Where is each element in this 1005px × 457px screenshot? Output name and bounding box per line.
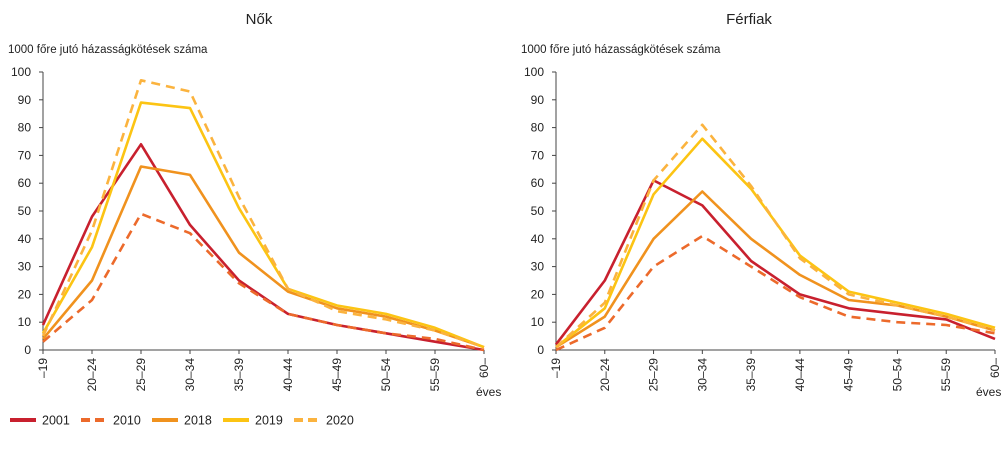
legend-label-2020: 2020 (326, 414, 354, 428)
x-tick-label: –19 (549, 358, 563, 378)
series-line-women-2018 (42, 165, 485, 349)
x-tick-label: 20–24 (85, 358, 99, 392)
x-tick-label: 35–39 (232, 358, 246, 392)
x-tick-label: 20–24 (598, 358, 612, 392)
y-tick-label: 30 (18, 260, 32, 274)
series-line-men-2001 (554, 179, 996, 346)
y-tick-label: 90 (18, 93, 32, 107)
y-tick-label: 70 (531, 148, 545, 162)
y-tick-label: 20 (18, 287, 32, 301)
series-line-women-2001 (41, 143, 485, 352)
x-tick-label: 50–54 (379, 358, 393, 392)
series-line-women-2020 (41, 79, 485, 349)
x-tick-label: 40–44 (281, 358, 295, 392)
y-tick-label: 20 (531, 287, 545, 301)
y-axis-label-men: 1000 főre jutó házasságkötések száma (521, 44, 721, 56)
y-axis-label-women: 1000 főre jutó házasságkötések száma (8, 44, 208, 56)
y-tick-label: 50 (531, 204, 545, 218)
x-tick-label: 55–59 (939, 358, 953, 392)
legend-label-2018: 2018 (184, 414, 212, 428)
legend-label-2001: 2001 (42, 414, 70, 428)
y-tick-label: 50 (18, 204, 32, 218)
x-unit-label-women: éves (476, 385, 501, 399)
y-tick-label: 30 (531, 260, 545, 274)
legend: 2001 2010 2018 2019 2020 (10, 414, 354, 428)
x-tick-label: 45–49 (330, 358, 344, 392)
y-tick-label: 60 (531, 176, 545, 190)
x-tick-label: 40–44 (793, 358, 807, 392)
y-tick-label: 80 (531, 121, 545, 135)
x-tick-label: 25–29 (647, 358, 661, 392)
y-tick-label: 80 (18, 121, 32, 135)
panel-men: Férfiak 1000 főre jutó házasságkötések s… (521, 11, 1002, 399)
legend-label-2019: 2019 (255, 414, 283, 428)
x-tick-label: 60– (988, 358, 1002, 378)
x-unit-label-men: éves (976, 385, 1001, 399)
legend-label-2010: 2010 (113, 414, 141, 428)
y-tick-label: 70 (18, 148, 32, 162)
series-line-men-2010 (555, 234, 996, 352)
x-tick-label: 25–29 (134, 358, 148, 392)
series-line-women-2010 (42, 212, 485, 352)
x-tick-label: 35–39 (744, 358, 758, 392)
x-tick-label: 60– (477, 358, 491, 378)
y-tick-label: 40 (531, 232, 545, 246)
x-tick-label: 55–59 (428, 358, 442, 392)
x-tick-label: 45–49 (842, 358, 856, 392)
y-tick-label: 10 (531, 315, 545, 329)
series-line-women-2019 (41, 101, 485, 349)
y-tick-label: 100 (11, 65, 31, 79)
y-tick-label: 100 (524, 65, 544, 79)
y-tick-label: 90 (531, 93, 545, 107)
y-tick-label: 0 (24, 343, 31, 357)
y-tick-label: 10 (18, 315, 32, 329)
y-tick-label: 0 (537, 343, 544, 357)
x-tick-label: 30–34 (695, 358, 709, 392)
series-line-men-2020 (555, 123, 996, 349)
x-tick-label: –19 (36, 358, 50, 378)
y-tick-label: 60 (18, 176, 32, 190)
panel-title-men: Férfiak (726, 11, 772, 28)
panel-title-women: Nők (246, 11, 273, 28)
x-tick-label: 50–54 (890, 358, 904, 392)
panel-women: Nők 1000 főre jutó házasságkötések száma… (8, 11, 501, 399)
x-tick-label: 30–34 (183, 358, 197, 392)
y-tick-label: 40 (18, 232, 32, 246)
